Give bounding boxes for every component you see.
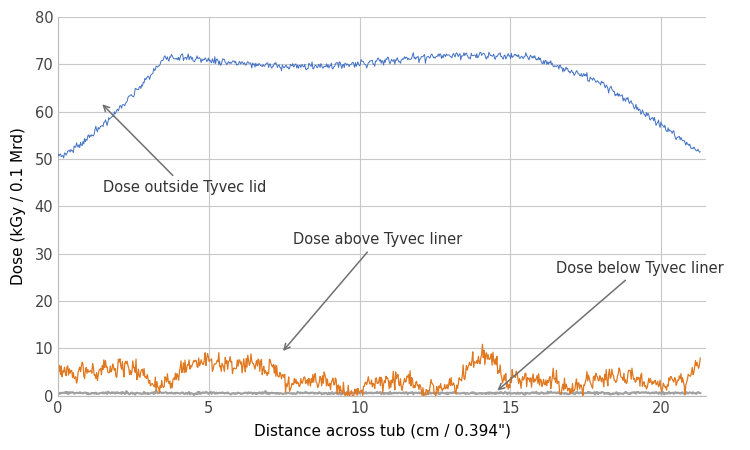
Text: Dose below Tyvec liner: Dose below Tyvec liner xyxy=(499,261,723,389)
Text: Dose above Tyvec liner: Dose above Tyvec liner xyxy=(284,232,463,350)
Y-axis label: Dose (kGy / 0.1 Mrd): Dose (kGy / 0.1 Mrd) xyxy=(11,127,26,285)
X-axis label: Distance across tub (cm / 0.394"): Distance across tub (cm / 0.394") xyxy=(254,424,511,439)
Text: Dose outside Tyvec lid: Dose outside Tyvec lid xyxy=(104,105,267,195)
